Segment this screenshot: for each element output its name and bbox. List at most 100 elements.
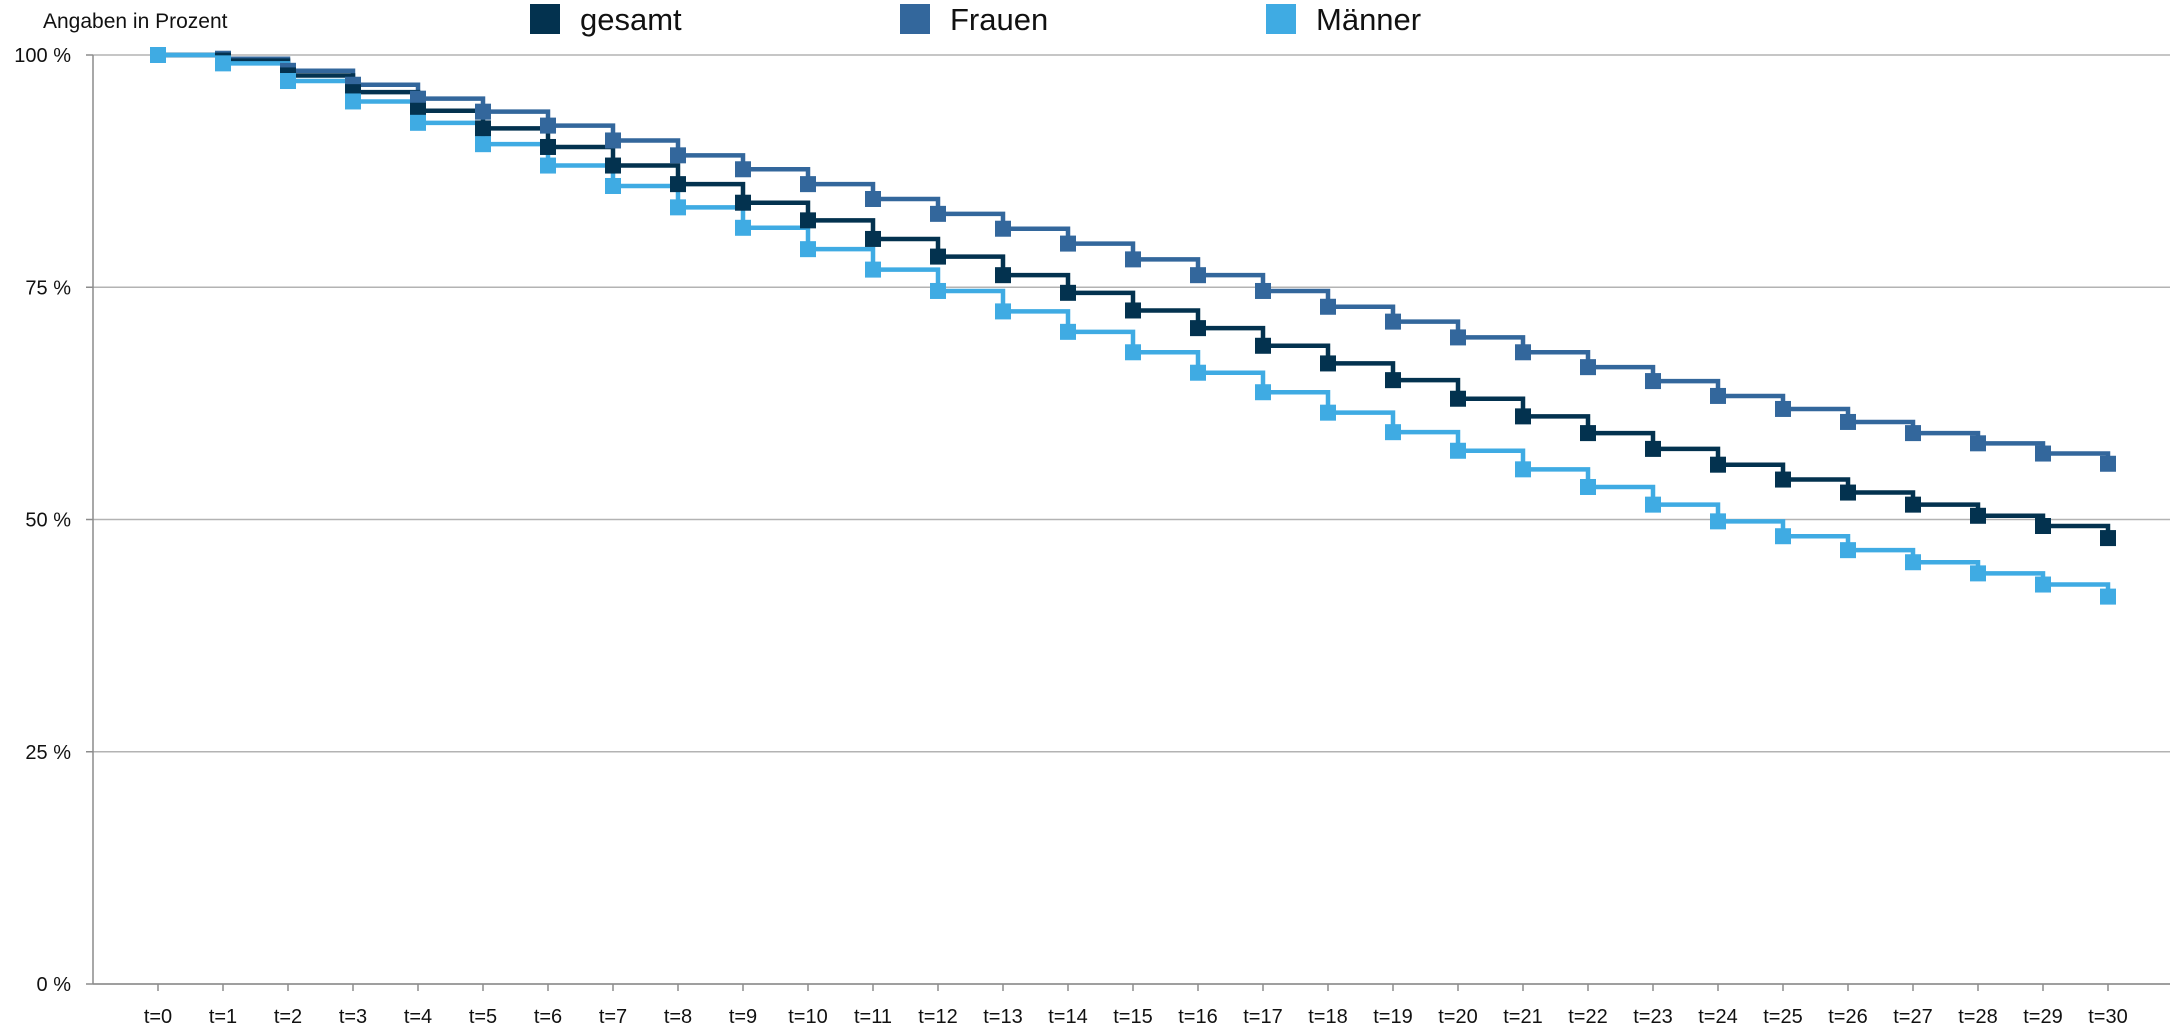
series-1-point-27 <box>1905 425 1921 442</box>
x-tick-label: t=27 <box>1893 1006 1932 1028</box>
series-1-point-8 <box>670 147 686 164</box>
series-2-point-5 <box>475 136 491 153</box>
series-1-point-16 <box>1190 267 1206 284</box>
series-0-point-15 <box>1125 302 1141 319</box>
series-0-point-22 <box>1580 425 1596 442</box>
series-0-point-5 <box>475 120 491 137</box>
series-1-point-29 <box>2035 445 2051 462</box>
x-tick-label: t=22 <box>1568 1006 1607 1028</box>
legend-swatch-1 <box>900 4 930 34</box>
series-lines <box>158 52 2111 597</box>
series-0-point-25 <box>1775 471 1791 488</box>
x-tick-label: t=10 <box>788 1006 827 1028</box>
series-2-point-2 <box>280 73 296 90</box>
x-tick-label: t=2 <box>274 1006 302 1028</box>
y-tick-label: 25 % <box>25 742 71 764</box>
series-1-point-22 <box>1580 359 1596 376</box>
x-tick-label: t=8 <box>664 1006 692 1028</box>
series-0-point-10 <box>800 212 816 229</box>
legend-label-1: Frauen <box>950 2 1048 37</box>
series-0-point-12 <box>930 248 946 265</box>
series-0-point-24 <box>1710 456 1726 473</box>
series-0-point-4 <box>410 102 426 119</box>
series-0-point-14 <box>1060 284 1076 301</box>
x-tick-label: t=5 <box>469 1006 497 1028</box>
series-1-point-20 <box>1450 329 1466 346</box>
series-1-point-4 <box>410 90 426 107</box>
gridlines: 0 % 25 % 50 % 75 % 100 % <box>14 45 2170 996</box>
legend-label-0: gesamt <box>580 2 682 37</box>
series-0-point-19 <box>1385 372 1401 389</box>
series-line-0 <box>158 52 2111 539</box>
x-tick-label: t=23 <box>1633 1006 1672 1028</box>
series-0-point-13 <box>995 267 1011 284</box>
series-0-point-28 <box>1970 507 1986 524</box>
series-2-point-23 <box>1645 496 1661 513</box>
x-tick-label: t=0 <box>144 1006 172 1028</box>
series-0-point-20 <box>1450 390 1466 407</box>
x-tick-label: t=29 <box>2023 1006 2062 1028</box>
series-1-point-13 <box>995 220 1011 237</box>
series-0-point-9 <box>735 194 751 211</box>
series-1-point-18 <box>1320 298 1336 315</box>
series-markers <box>150 47 2116 605</box>
series-0-point-16 <box>1190 320 1206 337</box>
series-0-point-7 <box>605 157 621 174</box>
series-0-point-23 <box>1645 440 1661 457</box>
series-2-point-10 <box>800 241 816 258</box>
y-tick-label: 75 % <box>25 277 71 299</box>
series-1-point-24 <box>1710 387 1726 404</box>
series-2-point-16 <box>1190 364 1206 381</box>
x-tick-label: t=15 <box>1113 1006 1152 1028</box>
x-tick-label: t=25 <box>1763 1006 1802 1028</box>
x-tick-label: t=20 <box>1438 1006 1477 1028</box>
series-2-point-12 <box>930 282 946 299</box>
series-1-point-17 <box>1255 282 1271 299</box>
series-2-point-29 <box>2035 576 2051 593</box>
series-2-point-9 <box>735 219 751 236</box>
x-tick-label: t=17 <box>1243 1006 1282 1028</box>
y-tick-label: 0 % <box>37 974 72 996</box>
x-tick-label: t=18 <box>1308 1006 1347 1028</box>
series-2-point-0 <box>150 47 166 63</box>
series-2-point-15 <box>1125 344 1141 361</box>
x-tick-label: t=26 <box>1828 1006 1867 1028</box>
x-tick-label: t=28 <box>1958 1006 1997 1028</box>
x-tick-label: t=13 <box>983 1006 1022 1028</box>
series-2-point-14 <box>1060 323 1076 340</box>
series-1-point-10 <box>800 176 816 193</box>
series-1-point-25 <box>1775 400 1791 417</box>
series-2-point-3 <box>345 93 361 110</box>
series-2-point-24 <box>1710 513 1726 530</box>
series-1-point-15 <box>1125 251 1141 268</box>
x-tick-label: t=1 <box>209 1006 237 1028</box>
series-2-point-20 <box>1450 442 1466 459</box>
series-1-point-6 <box>540 117 556 134</box>
x-tick-label: t=30 <box>2088 1006 2127 1028</box>
legend-label-2: Männer <box>1316 2 1421 37</box>
x-tick-label: t=21 <box>1503 1006 1542 1028</box>
series-1-point-28 <box>1970 435 1986 452</box>
x-tick-label: t=12 <box>918 1006 957 1028</box>
series-0-point-21 <box>1515 408 1531 425</box>
series-1-point-23 <box>1645 373 1661 390</box>
series-0-point-11 <box>865 230 881 247</box>
series-1-point-19 <box>1385 313 1401 330</box>
series-2-point-1 <box>215 55 231 72</box>
series-1-point-30 <box>2100 455 2116 472</box>
series-0-point-8 <box>670 176 686 193</box>
series-1-point-11 <box>865 190 881 207</box>
series-0-point-18 <box>1320 355 1336 372</box>
series-0-point-30 <box>2100 530 2116 547</box>
series-2-point-27 <box>1905 554 1921 571</box>
legend: gesamt Frauen Männer <box>530 2 1421 37</box>
series-1-point-12 <box>930 205 946 222</box>
series-2-point-30 <box>2100 588 2116 605</box>
series-0-point-17 <box>1255 337 1271 354</box>
x-tick-label: t=19 <box>1373 1006 1412 1028</box>
x-tick-label: t=7 <box>599 1006 627 1028</box>
x-tick-label: t=24 <box>1698 1006 1737 1028</box>
y-tick-label: 100 % <box>14 45 71 67</box>
series-2-point-26 <box>1840 542 1856 559</box>
